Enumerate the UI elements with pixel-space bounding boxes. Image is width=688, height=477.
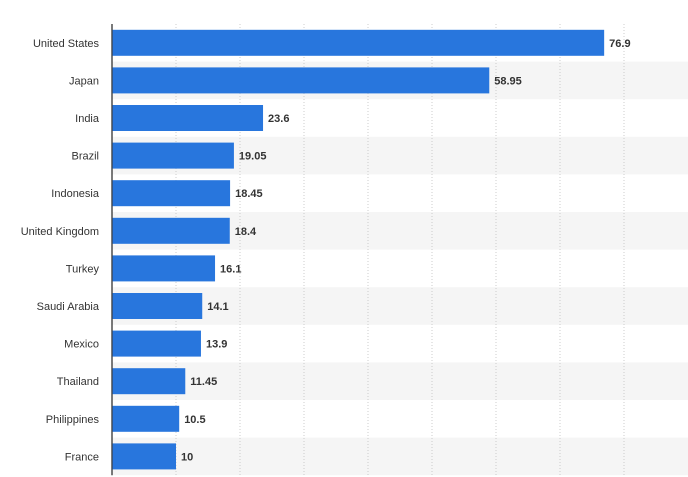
value-label: 18.45 — [235, 188, 263, 200]
bar[interactable] — [112, 293, 203, 319]
value-label: 76.9 — [609, 38, 630, 50]
category-label: Turkey — [66, 263, 100, 275]
category-label: Saudi Arabia — [37, 301, 100, 313]
row-band — [112, 437, 688, 476]
category-label: Brazil — [71, 151, 99, 163]
category-label: India — [75, 113, 100, 125]
row-band — [112, 362, 688, 400]
bar[interactable] — [112, 330, 201, 357]
category-label: Mexico — [64, 339, 99, 351]
category-label: France — [65, 451, 99, 463]
category-label: United Kingdom — [21, 226, 99, 238]
bar[interactable] — [112, 255, 216, 282]
bar[interactable] — [112, 105, 264, 131]
bar[interactable] — [112, 142, 234, 169]
value-label: 14.1 — [207, 301, 228, 313]
bar[interactable] — [112, 67, 490, 94]
value-label: 23.6 — [268, 113, 289, 125]
bar[interactable] — [112, 29, 605, 56]
value-label: 19.05 — [239, 151, 267, 163]
bar[interactable] — [112, 217, 230, 244]
category-label: United States — [33, 38, 100, 50]
value-label: 10.5 — [184, 414, 205, 426]
value-label: 58.95 — [494, 75, 522, 87]
value-label: 18.4 — [235, 226, 257, 238]
row-band — [112, 287, 688, 325]
category-label: Japan — [69, 75, 99, 87]
value-label: 10 — [181, 451, 193, 463]
category-label: Indonesia — [51, 188, 100, 200]
category-label: Thailand — [57, 376, 99, 388]
bar[interactable] — [112, 443, 176, 470]
value-label: 11.45 — [190, 376, 217, 388]
value-label: 16.1 — [220, 263, 241, 275]
bar[interactable] — [112, 180, 231, 207]
value-label: 13.9 — [206, 339, 227, 351]
bar[interactable] — [112, 405, 180, 432]
category-label: Philippines — [46, 414, 100, 426]
bar[interactable] — [112, 368, 186, 395]
